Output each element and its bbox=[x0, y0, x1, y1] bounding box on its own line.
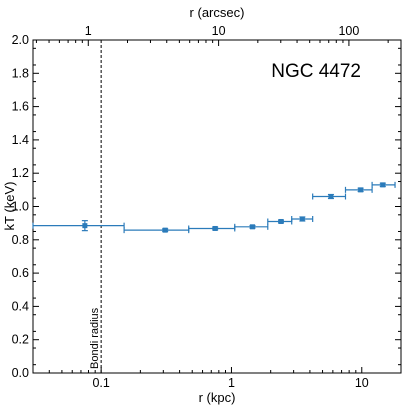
data-point bbox=[162, 227, 168, 233]
data-point bbox=[212, 225, 218, 231]
x2-axis-title: r (arcsec) bbox=[190, 5, 245, 20]
y-tick-label: 0.2 bbox=[12, 333, 29, 347]
data-point bbox=[299, 216, 305, 222]
y-tick-label: 0.4 bbox=[12, 299, 29, 313]
y-tick-label: 1.0 bbox=[12, 200, 29, 214]
bondi-radius-marker: Bondi radius bbox=[89, 40, 102, 373]
x2-tick-label: 1 bbox=[85, 24, 92, 38]
data-point bbox=[82, 223, 88, 229]
y-tick-label: 0.8 bbox=[12, 233, 29, 247]
data-point bbox=[380, 182, 386, 188]
ticks bbox=[33, 39, 401, 374]
y-tick-label: 1.8 bbox=[12, 66, 29, 80]
data-point bbox=[249, 224, 255, 230]
y-tick-label: 2.0 bbox=[12, 33, 29, 47]
y-axis-title: kT (keV) bbox=[2, 182, 17, 231]
x-tick-label: 10 bbox=[355, 376, 369, 390]
y-tick-label: 0.6 bbox=[12, 266, 29, 280]
data-marks bbox=[32, 181, 396, 234]
tick-labels: 0.0 0.2 0.4 0.6 0.8 1.0 1.2 1.4 1.6 1.8 2.0 0.1 1 10 1… bbox=[12, 24, 369, 390]
data-point bbox=[278, 218, 284, 224]
x-tick-label: 1 bbox=[228, 376, 235, 390]
object-annotation: NGC 4472 bbox=[271, 61, 361, 82]
y-tick-label: 1.2 bbox=[12, 166, 29, 180]
data-point bbox=[358, 187, 364, 193]
data-point bbox=[328, 194, 334, 200]
x2-tick-label: 100 bbox=[338, 24, 359, 38]
x-tick-label: 0.1 bbox=[92, 376, 109, 390]
y-tick-label: 1.4 bbox=[12, 133, 29, 147]
bondi-radius-label: Bondi radius bbox=[89, 307, 101, 369]
x2-tick-label: 10 bbox=[212, 24, 226, 38]
x-axis-title: r (kpc) bbox=[199, 390, 236, 405]
y-tick-label: 1.6 bbox=[12, 100, 29, 114]
y-tick-label: 0.0 bbox=[12, 366, 29, 380]
